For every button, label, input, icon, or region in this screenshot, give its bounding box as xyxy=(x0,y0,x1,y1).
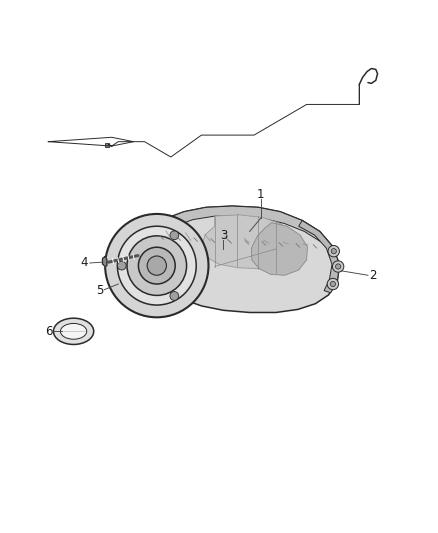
Circle shape xyxy=(331,248,336,254)
Text: 4: 4 xyxy=(80,256,88,270)
Circle shape xyxy=(336,264,341,269)
Text: 6: 6 xyxy=(45,325,53,338)
Polygon shape xyxy=(105,142,109,147)
Polygon shape xyxy=(251,223,307,275)
Text: 5: 5 xyxy=(96,284,103,297)
Circle shape xyxy=(147,256,166,275)
Polygon shape xyxy=(201,215,298,269)
Circle shape xyxy=(138,247,175,284)
Polygon shape xyxy=(299,221,339,293)
Circle shape xyxy=(328,246,339,257)
Ellipse shape xyxy=(60,324,87,339)
Circle shape xyxy=(170,231,179,240)
Polygon shape xyxy=(102,256,107,266)
Circle shape xyxy=(332,261,344,272)
Text: 3: 3 xyxy=(220,229,227,243)
Ellipse shape xyxy=(53,318,94,344)
Text: 2: 2 xyxy=(369,269,377,282)
Polygon shape xyxy=(136,206,339,312)
Circle shape xyxy=(105,214,208,317)
Circle shape xyxy=(170,292,179,301)
Circle shape xyxy=(117,261,126,270)
Circle shape xyxy=(142,243,154,255)
Circle shape xyxy=(327,278,339,290)
Circle shape xyxy=(117,226,196,305)
Polygon shape xyxy=(149,206,333,247)
Circle shape xyxy=(127,236,187,295)
Circle shape xyxy=(330,281,336,287)
Text: 1: 1 xyxy=(257,188,265,201)
